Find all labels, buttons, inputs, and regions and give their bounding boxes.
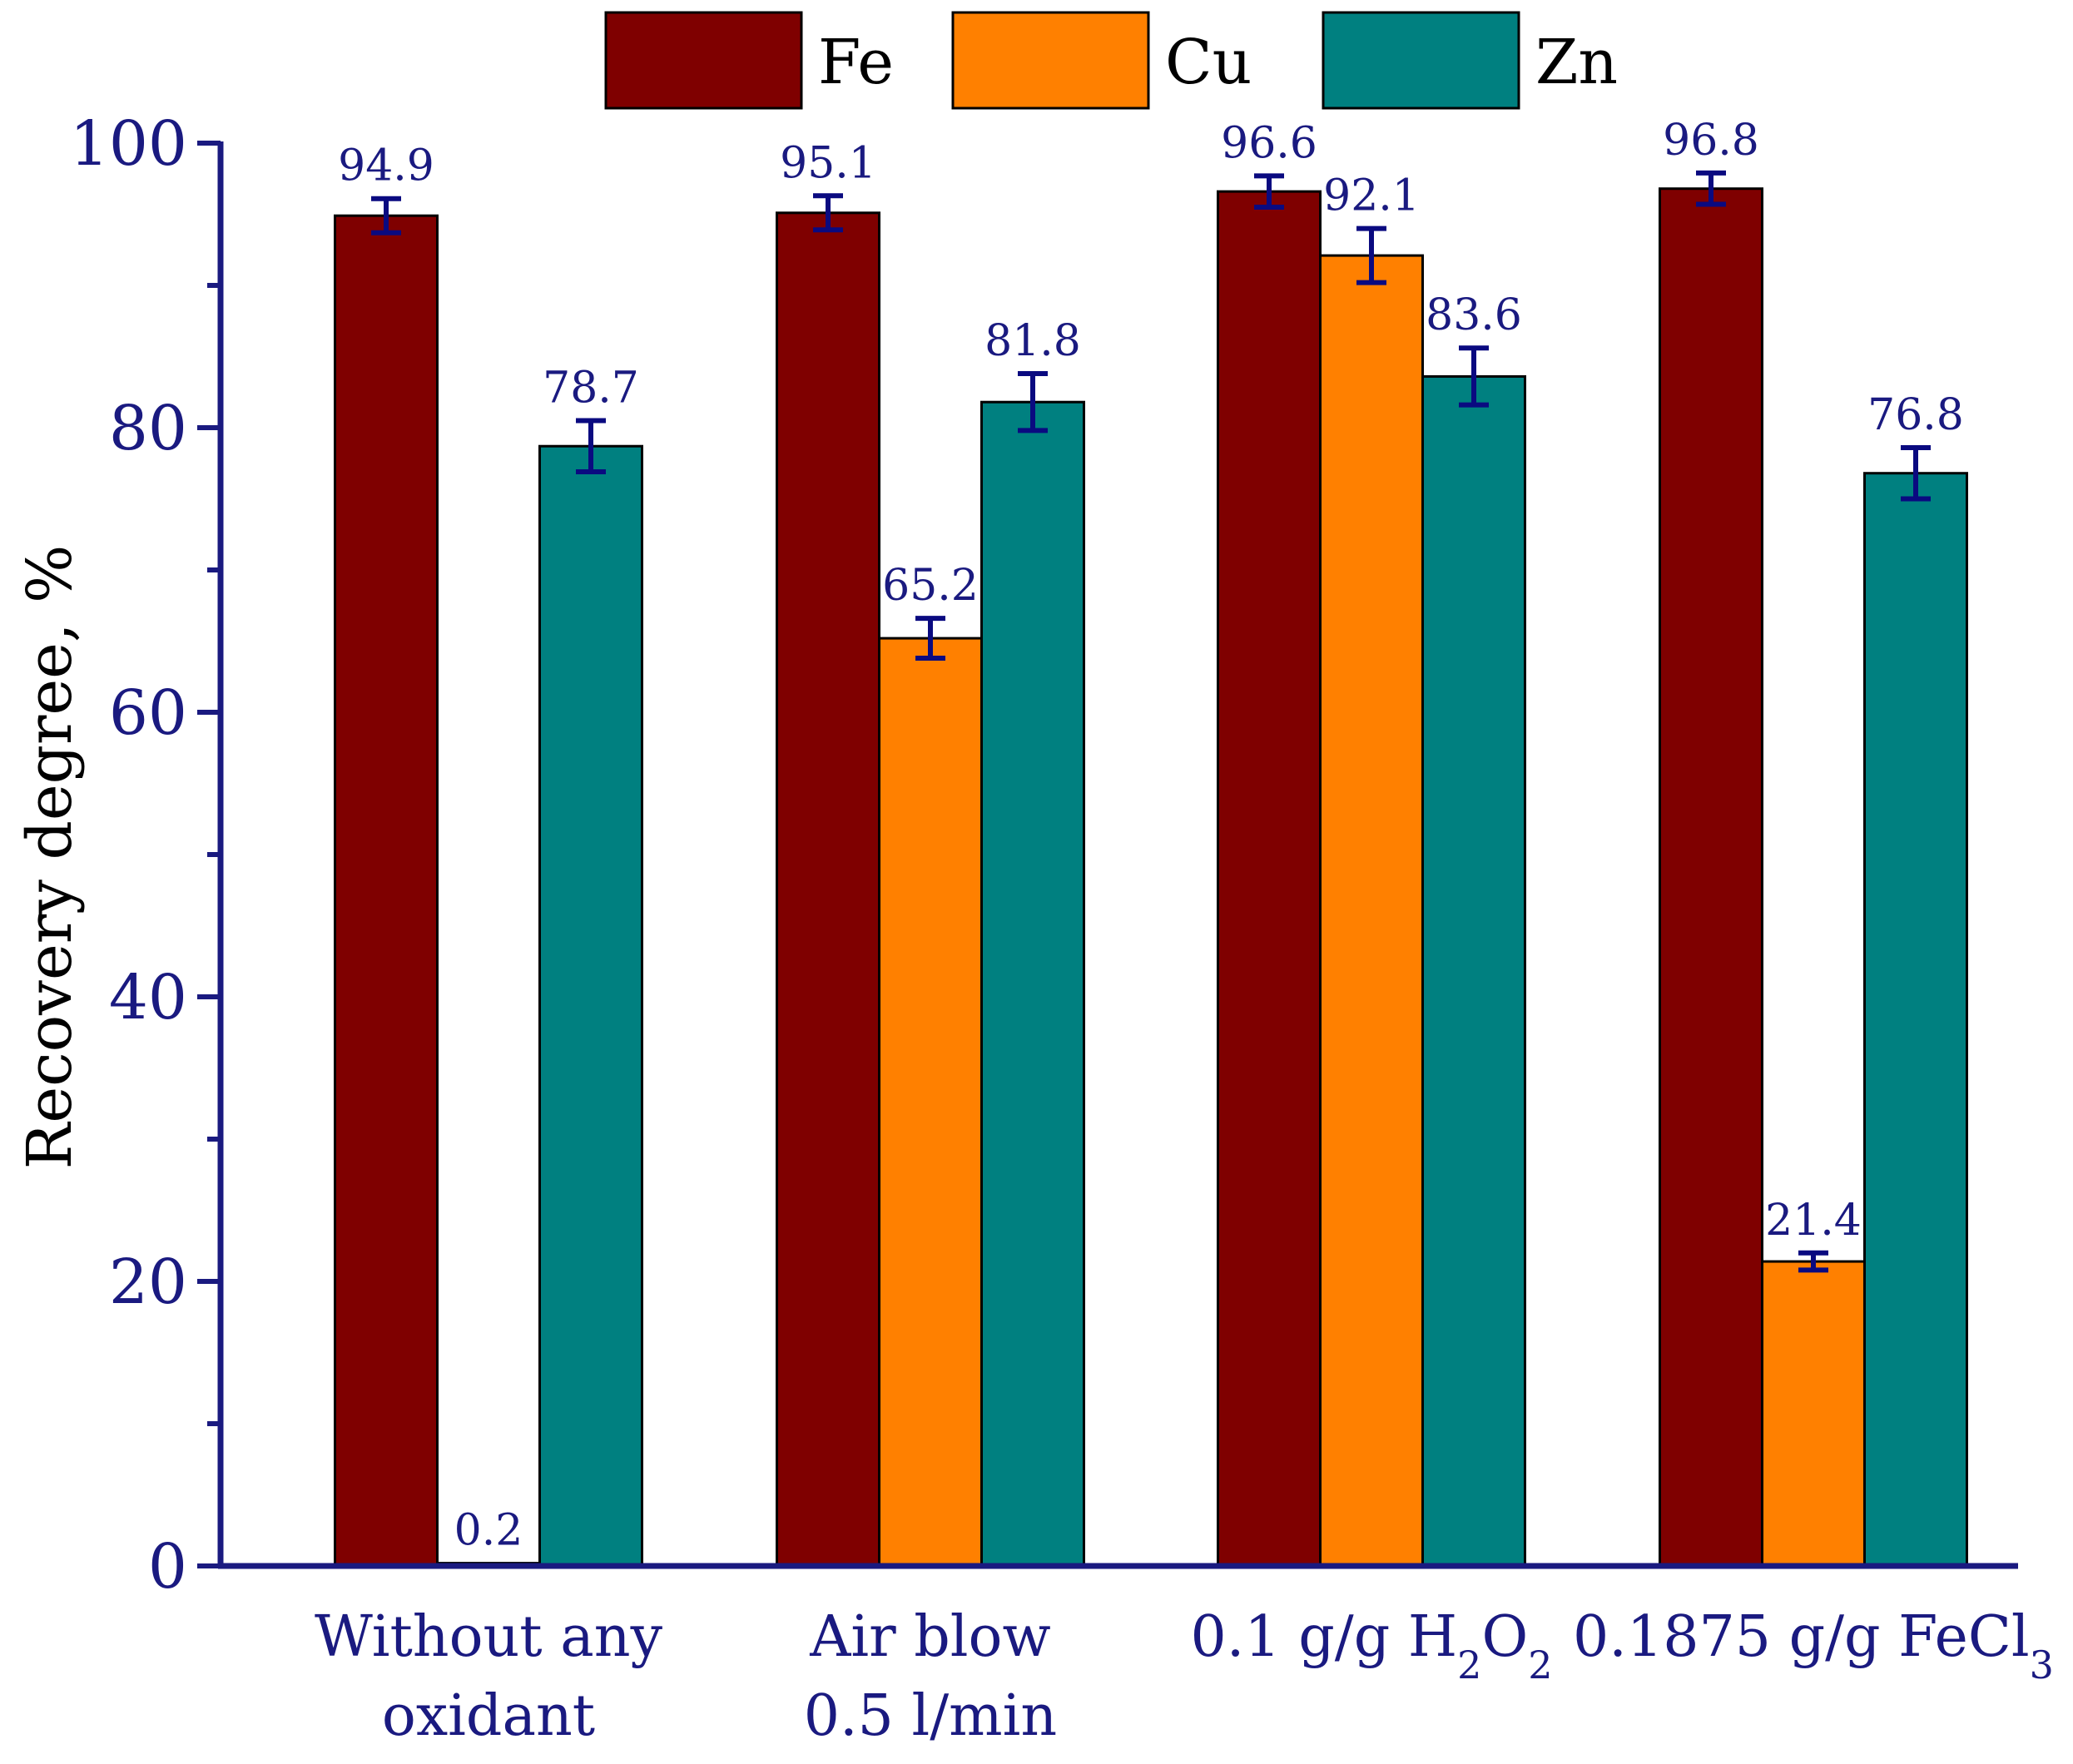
category-label-1: Without any oxidant [315,1604,663,1749]
data-label-cu-2: 65.2 [882,561,979,611]
legend-label-zn: Zn [1535,27,1618,98]
bar-zn-4 [1863,472,1968,1568]
bar-cu-2 [878,637,983,1568]
bar-zn-3 [1421,374,1526,1568]
data-label-fe-4: 96.8 [1663,116,1759,166]
error-bar-fe-1 [371,196,401,235]
data-label-zn-2: 81.8 [984,316,1081,366]
data-label-zn-4: 76.8 [1867,390,1964,440]
data-labels: 94.9 95.1 96.6 96.8 0.2 65.2 92.1 21.4 78.7 81.8 8… [338,116,1964,1556]
legend-item-cu: Cu [951,11,1252,110]
category-label-line: oxidant [382,1683,595,1749]
bar-fe-4 [1659,187,1763,1568]
legend-swatch-cu [951,11,1150,110]
y-tick-label-40: 40 [109,962,187,1033]
category-label-line: Without any [315,1604,663,1670]
error-bar-zn-1 [576,418,606,475]
y-tick-label-0: 0 [148,1531,187,1603]
error-bar-fe-2 [813,193,843,233]
error-bar-zn-3 [1459,345,1489,408]
error-bar-cu-4 [1798,1250,1828,1273]
error-bar-zn-2 [1018,371,1048,434]
bar-fe-2 [776,211,880,1568]
error-bar-zn-4 [1901,444,1931,502]
bar-zn-1 [538,444,643,1568]
legend-item-fe: Fe [604,11,894,110]
bar-cu-4 [1761,1260,1866,1568]
category-label-line: 0.1 g/g H2O2 [1191,1604,1553,1687]
data-label-zn-1: 78.7 [543,363,639,413]
y-tick-label-100: 100 [70,108,187,180]
data-label-fe-3: 96.6 [1221,118,1317,168]
axes: 0 20 40 60 80 100 [70,108,2018,1603]
data-label-fe-2: 95.1 [780,138,876,188]
y-tick-label-80: 80 [109,393,187,464]
category-label-3: 0.1 g/g H2O2 [1191,1604,1553,1687]
error-bar-cu-2 [915,616,945,662]
category-label-line: 0.5 l/min [804,1683,1057,1749]
category-label-4: 0.1875 g/g FeCl3 [1573,1604,2054,1687]
legend-label-cu: Cu [1165,27,1252,98]
legend: Fe Cu Zn [604,11,1618,110]
y-tick-label-20: 20 [109,1246,187,1318]
legend-label-fe: Fe [818,27,894,98]
category-label-2: Air blow 0.5 l/min [804,1604,1057,1749]
bar-zn-2 [980,400,1085,1568]
data-label-zn-3: 83.6 [1426,290,1522,340]
error-bar-fe-3 [1254,173,1284,210]
bar-cu-3 [1319,254,1424,1568]
data-label-cu-3: 92.1 [1323,171,1420,221]
category-label-line: 0.1875 g/g FeCl3 [1573,1604,2054,1687]
bar-fe-1 [334,214,439,1568]
legend-swatch-zn [1322,11,1520,110]
error-bars [371,170,1931,1273]
data-label-cu-4: 21.4 [1765,1196,1862,1246]
legend-swatch-fe [604,11,803,110]
legend-item-zn: Zn [1322,11,1618,110]
error-bar-cu-3 [1356,225,1386,285]
category-labels: Without any oxidant Air blow 0.5 l/min 0.1 g… [315,1604,2054,1749]
data-label-fe-1: 94.9 [338,141,434,191]
error-bar-fe-4 [1696,170,1726,207]
y-tick-label-60: 60 [109,677,187,749]
bar-fe-3 [1217,190,1322,1568]
category-label-line: Air blow [809,1604,1050,1670]
data-label-cu-1: 0.2 [454,1506,523,1556]
y-axis-title: Recovery degree, % [14,545,86,1170]
